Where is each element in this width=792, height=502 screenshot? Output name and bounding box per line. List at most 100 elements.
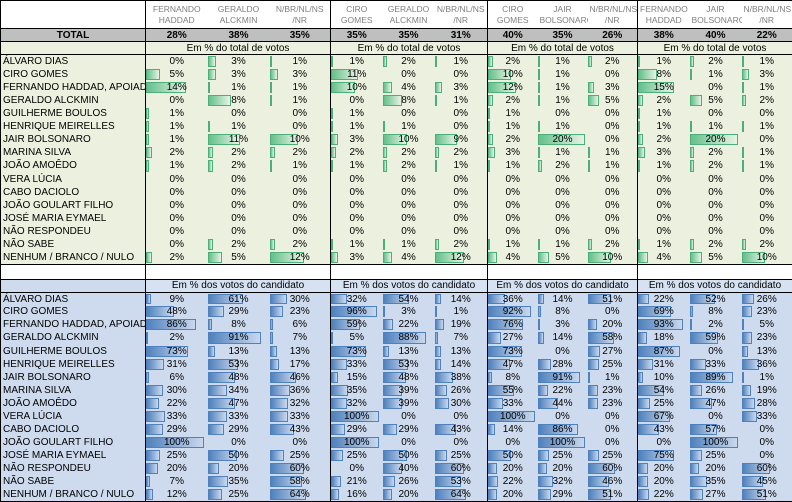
total-value[interactable]: 26% bbox=[587, 28, 638, 43]
percent-cell[interactable]: 1% bbox=[537, 146, 588, 160]
percent-cell[interactable]: 20% bbox=[637, 475, 690, 489]
percent-cell[interactable]: 0% bbox=[587, 198, 638, 212]
column-header[interactable]: CIRO GOMES bbox=[487, 0, 538, 30]
column-header[interactable]: JAIR BOLSONARO bbox=[537, 0, 588, 30]
percent-cell[interactable]: 1% bbox=[587, 146, 638, 160]
row-label[interactable]: MARINA SILVA bbox=[0, 146, 146, 160]
percent-cell[interactable]: 0% bbox=[587, 107, 638, 121]
percent-cell[interactable]: 89% bbox=[689, 370, 742, 384]
percent-cell[interactable]: 2% bbox=[382, 159, 435, 173]
percent-cell[interactable]: 29% bbox=[537, 488, 588, 502]
percent-cell[interactable]: 0% bbox=[382, 436, 435, 450]
percent-cell[interactable]: 0% bbox=[689, 344, 742, 358]
percent-cell[interactable]: 29% bbox=[382, 423, 435, 437]
percent-cell[interactable]: 0% bbox=[637, 211, 690, 225]
percent-cell[interactable]: 3% bbox=[487, 146, 538, 160]
percent-cell[interactable]: 0% bbox=[741, 224, 792, 238]
row-label[interactable]: VERA LÚCIA bbox=[0, 409, 146, 423]
percent-cell[interactable]: 1% bbox=[741, 370, 792, 384]
percent-cell[interactable]: 50% bbox=[207, 449, 270, 463]
percent-cell[interactable]: 0% bbox=[741, 198, 792, 212]
column-header[interactable]: FERNANDO HADDAD bbox=[637, 0, 690, 30]
percent-cell[interactable]: 57% bbox=[689, 423, 742, 437]
column-header[interactable]: JAIR BOLSONARO bbox=[689, 0, 742, 30]
percent-cell[interactable]: 60% bbox=[587, 462, 638, 476]
percent-cell[interactable]: 32% bbox=[330, 396, 383, 410]
total-value[interactable]: 38% bbox=[637, 28, 690, 43]
total-value[interactable]: 38% bbox=[207, 28, 270, 43]
percent-cell[interactable]: 20% bbox=[207, 462, 270, 476]
percent-cell[interactable]: 1% bbox=[689, 120, 742, 134]
percent-cell[interactable]: 0% bbox=[382, 211, 435, 225]
percent-cell[interactable]: 29% bbox=[330, 423, 383, 437]
percent-cell[interactable]: 48% bbox=[207, 370, 270, 384]
row-label[interactable]: CABO DACIOLO bbox=[0, 423, 146, 437]
column-header[interactable]: FERNANDO HADDAD bbox=[145, 0, 208, 30]
percent-cell[interactable]: 20% bbox=[689, 133, 742, 147]
percent-cell[interactable]: 25% bbox=[330, 449, 383, 463]
percent-cell[interactable]: 8% bbox=[207, 318, 270, 332]
percent-cell[interactable]: 4% bbox=[382, 80, 435, 95]
percent-cell[interactable]: 2% bbox=[689, 237, 742, 251]
percent-cell[interactable]: 44% bbox=[537, 396, 588, 410]
percent-cell[interactable]: 2% bbox=[207, 146, 270, 160]
percent-cell[interactable]: 31% bbox=[637, 357, 690, 371]
percent-cell[interactable]: 33% bbox=[330, 357, 383, 371]
percent-cell[interactable]: 3% bbox=[330, 250, 383, 265]
percent-cell[interactable]: 0% bbox=[145, 198, 208, 212]
percent-cell[interactable]: 25% bbox=[637, 396, 690, 410]
percent-cell[interactable]: 0% bbox=[587, 436, 638, 450]
percent-cell[interactable]: 0% bbox=[269, 211, 331, 225]
percent-cell[interactable]: 25% bbox=[587, 357, 638, 371]
row-label[interactable]: JAIR BOLSONARO bbox=[0, 133, 146, 147]
percent-cell[interactable]: 69% bbox=[637, 305, 690, 319]
percent-cell[interactable]: 1% bbox=[587, 370, 638, 384]
percent-cell[interactable]: 14% bbox=[434, 292, 488, 306]
percent-cell[interactable]: 0% bbox=[487, 436, 538, 450]
percent-cell[interactable]: 64% bbox=[434, 488, 488, 502]
total-value[interactable]: 22% bbox=[741, 28, 792, 43]
percent-cell[interactable]: 9% bbox=[145, 292, 208, 306]
percent-cell[interactable]: 0% bbox=[689, 172, 742, 186]
percent-cell[interactable]: 0% bbox=[207, 107, 270, 121]
percent-cell[interactable]: 1% bbox=[382, 120, 435, 134]
percent-cell[interactable]: 14% bbox=[537, 292, 588, 306]
percent-cell[interactable]: 0% bbox=[434, 120, 488, 134]
row-label[interactable]: HENRIQUE MEIRELLES bbox=[0, 120, 146, 134]
percent-cell[interactable]: 28% bbox=[741, 396, 792, 410]
percent-cell[interactable]: 0% bbox=[689, 224, 742, 238]
percent-cell[interactable]: 5% bbox=[689, 94, 742, 108]
percent-cell[interactable]: 59% bbox=[330, 318, 383, 332]
percent-cell[interactable]: 14% bbox=[537, 331, 588, 345]
percent-cell[interactable]: 0% bbox=[587, 172, 638, 186]
percent-cell[interactable]: 19% bbox=[434, 318, 488, 332]
percent-cell[interactable]: 0% bbox=[145, 54, 208, 68]
percent-cell[interactable]: 8% bbox=[382, 94, 435, 108]
percent-cell[interactable]: 1% bbox=[537, 67, 588, 81]
row-label[interactable]: JOÃO GOULART FILHO bbox=[0, 436, 146, 450]
percent-cell[interactable]: 0% bbox=[145, 94, 208, 108]
percent-cell[interactable]: 10% bbox=[487, 67, 538, 81]
percent-cell[interactable]: 6% bbox=[269, 318, 331, 332]
row-label[interactable]: GUILHERME BOULOS bbox=[0, 344, 146, 358]
percent-cell[interactable]: 2% bbox=[434, 146, 488, 160]
percent-cell[interactable]: 8% bbox=[689, 305, 742, 319]
percent-cell[interactable]: 4% bbox=[637, 250, 690, 265]
percent-cell[interactable]: 0% bbox=[434, 211, 488, 225]
percent-cell[interactable]: 50% bbox=[382, 449, 435, 463]
percent-cell[interactable]: 3% bbox=[382, 305, 435, 319]
percent-cell[interactable]: 11% bbox=[330, 67, 383, 81]
column-header[interactable]: N/BR/NL/NS /NR bbox=[741, 0, 792, 30]
total-value[interactable]: 40% bbox=[689, 28, 742, 43]
percent-cell[interactable]: 36% bbox=[741, 357, 792, 371]
percent-cell[interactable]: 55% bbox=[487, 383, 538, 397]
percent-cell[interactable]: 33% bbox=[741, 409, 792, 423]
total-value[interactable]: 40% bbox=[487, 28, 538, 43]
row-label[interactable]: NÃO SABE bbox=[0, 237, 146, 251]
percent-cell[interactable]: 0% bbox=[269, 436, 331, 450]
percent-cell[interactable]: 23% bbox=[741, 331, 792, 345]
percent-cell[interactable]: 100% bbox=[689, 436, 742, 450]
percent-cell[interactable]: 2% bbox=[637, 133, 690, 147]
percent-cell[interactable]: 0% bbox=[330, 172, 383, 186]
percent-cell[interactable]: 4% bbox=[382, 250, 435, 265]
